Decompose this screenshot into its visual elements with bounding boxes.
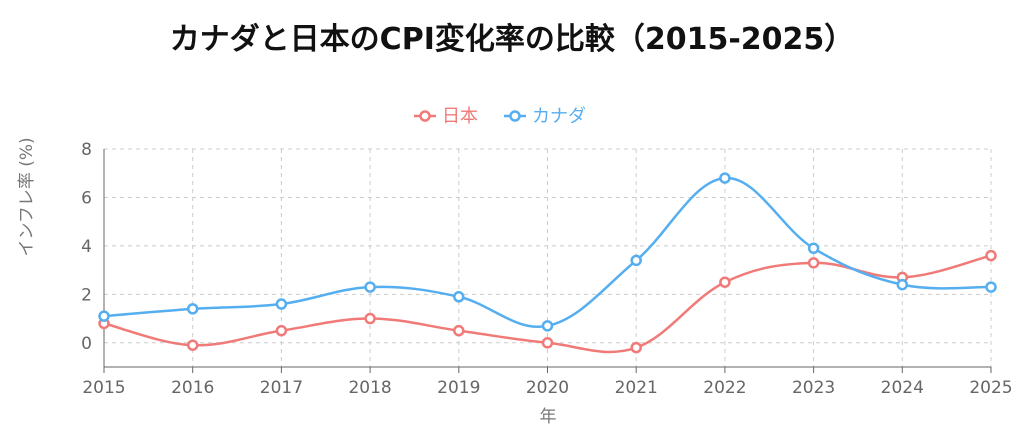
x-axis-title: 年 <box>540 407 557 427</box>
legend-item-japan[interactable]: 日本 <box>414 106 478 127</box>
y-tick-label: 4 <box>81 237 92 257</box>
grid <box>103 148 992 367</box>
x-tick-label: 2022 <box>703 378 746 398</box>
y-tick-label: 0 <box>81 334 92 354</box>
legend[interactable]: 日本 カナダ <box>414 106 586 127</box>
data-point[interactable] <box>541 320 554 332</box>
data-point[interactable] <box>453 324 465 337</box>
legend-label: カナダ <box>532 106 586 127</box>
data-point[interactable] <box>896 278 909 291</box>
x-tick-label: 2018 <box>348 378 391 398</box>
y-axis-title: インフレ率 (%) <box>17 137 37 256</box>
x-tick-label: 2024 <box>881 378 924 398</box>
data-point[interactable] <box>275 324 288 337</box>
data-point[interactable] <box>985 249 997 262</box>
data-point[interactable] <box>719 276 731 288</box>
y-tick-label: 6 <box>81 188 92 208</box>
y-tick-label: 8 <box>81 140 92 160</box>
data-point[interactable] <box>630 341 642 354</box>
data-point[interactable] <box>630 254 642 267</box>
data-point[interactable] <box>364 312 376 325</box>
x-tick-label: 2019 <box>437 378 480 398</box>
data-point[interactable] <box>719 172 731 184</box>
data-point[interactable] <box>985 281 997 293</box>
data-point[interactable] <box>186 303 199 315</box>
axes: 0 2 4 6 8 2015 2016 2017 2018 2019 2020 2021 2022 202… <box>81 140 1012 398</box>
legend-label: 日本 <box>442 106 478 127</box>
x-tick-label: 2023 <box>792 378 835 398</box>
chart-title: カナダと日本のCPI変化率の比較（2015-2025） <box>169 22 855 57</box>
x-tick-label: 2017 <box>260 378 303 398</box>
x-tick-label: 2016 <box>171 378 214 398</box>
legend-marker <box>509 110 521 122</box>
data-point[interactable] <box>807 242 820 255</box>
data-point[interactable] <box>364 281 376 293</box>
data-point[interactable] <box>807 257 820 269</box>
data-point[interactable] <box>541 337 554 349</box>
series <box>98 172 997 354</box>
x-tick-label: 2021 <box>615 378 658 398</box>
x-tick-label: 2020 <box>526 378 569 398</box>
data-point[interactable] <box>98 310 110 322</box>
data-point[interactable] <box>186 339 199 351</box>
x-tick-label: 2025 <box>969 378 1012 398</box>
data-point[interactable] <box>275 298 288 310</box>
legend-item-canada[interactable]: カナダ <box>504 106 586 127</box>
legend-marker <box>419 110 431 122</box>
data-point[interactable] <box>453 291 465 303</box>
y-tick-label: 2 <box>81 285 92 305</box>
x-tick-label: 2015 <box>82 378 125 398</box>
series-line-canada <box>103 176 992 329</box>
